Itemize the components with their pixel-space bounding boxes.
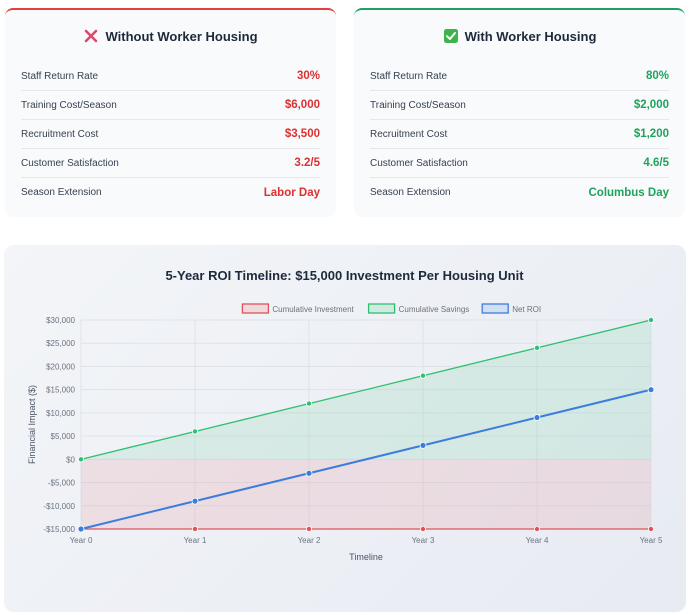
metric-label: Recruitment Cost <box>370 128 448 140</box>
y-tick-label: $5,000 <box>51 432 76 441</box>
data-point <box>191 497 199 505</box>
y-tick-label: $20,000 <box>46 362 75 371</box>
roi-chart-card <box>4 245 686 612</box>
data-point <box>648 316 655 323</box>
without-housing-card: Without Worker Housing Staff Return Rate… <box>5 8 336 217</box>
metric-label: Staff Return Rate <box>370 70 448 82</box>
metric-value: 4.6/5 <box>643 157 669 169</box>
legend-swatch <box>367 303 396 314</box>
x-tick-label: Year 4 <box>526 536 549 545</box>
y-tick-label: -$10,000 <box>43 502 75 511</box>
without-housing-title-text: Without Worker Housing <box>105 28 258 44</box>
data-point <box>419 372 426 379</box>
metric-label: Training Cost/Season <box>21 99 117 111</box>
metric-label: Customer Satisfaction <box>370 157 468 169</box>
metric-row: Season Extension Columbus Day <box>370 178 669 207</box>
metric-value: Columbus Day <box>588 186 669 199</box>
metric-label: Recruitment Cost <box>21 128 99 140</box>
data-point <box>191 428 198 435</box>
x-tick-label: Year 1 <box>184 536 207 545</box>
data-point <box>305 469 313 477</box>
metric-value: $2,000 <box>633 99 669 111</box>
metric-label: Staff Return Rate <box>21 70 99 82</box>
y-tick-label: $0 <box>66 455 75 464</box>
series-line <box>80 319 652 460</box>
x-tick-label: Year 0 <box>70 536 93 545</box>
metric-row: Customer Satisfaction 4.6/5 <box>370 149 669 178</box>
without-housing-title: Without Worker Housing <box>21 10 320 62</box>
x-tick-label: Year 3 <box>412 536 435 545</box>
chart-title: 5-Year ROI Timeline: $15,000 Investment … <box>165 268 524 283</box>
data-point <box>305 526 312 533</box>
legend-label: Net ROI <box>512 305 541 314</box>
legend-label: Cumulative Savings <box>399 305 470 314</box>
y-tick-label: $15,000 <box>46 386 75 395</box>
metric-label: Season Extension <box>21 187 102 198</box>
series-line <box>80 388 652 530</box>
data-point <box>534 344 541 351</box>
metric-label: Season Extension <box>370 187 451 198</box>
with-housing-title: With Worker Housing <box>370 10 669 62</box>
metric-value: $3,500 <box>284 128 320 140</box>
metric-label: Customer Satisfaction <box>21 157 119 169</box>
x-tick-label: Year 5 <box>640 536 663 545</box>
y-tick-label: -$15,000 <box>43 525 75 534</box>
x-tick-label: Year 2 <box>298 536 321 545</box>
metric-value: $6,000 <box>284 99 320 111</box>
data-point <box>648 526 655 533</box>
y-tick-label: -$5,000 <box>48 479 76 488</box>
data-point <box>533 414 541 421</box>
data-point <box>647 386 655 394</box>
data-point <box>419 526 426 533</box>
legend-swatch <box>241 303 270 314</box>
metric-row: Training Cost/Season $2,000 <box>370 91 669 120</box>
data-point <box>77 525 85 533</box>
data-point <box>191 526 198 533</box>
metric-value: Labor Day <box>263 186 320 199</box>
y-tick-label: $10,000 <box>46 409 75 418</box>
metric-value: 30% <box>296 70 320 82</box>
legend-label: Cumulative Investment <box>272 305 354 314</box>
x-mark-icon <box>83 28 99 44</box>
y-tick-label: $30,000 <box>46 316 75 325</box>
check-box-icon <box>443 28 459 44</box>
metric-value: $1,200 <box>633 128 669 140</box>
data-point <box>419 441 427 449</box>
metric-row: Season Extension Labor Day <box>21 178 320 207</box>
metric-row: Recruitment Cost $3,500 <box>21 120 320 149</box>
metric-row: Customer Satisfaction 3.2/5 <box>21 149 320 178</box>
metric-value: 80% <box>645 70 669 82</box>
metric-row: Staff Return Rate 30% <box>21 62 320 91</box>
metric-row: Recruitment Cost $1,200 <box>370 120 669 149</box>
y-axis-label: Financial Impact ($) <box>27 385 37 464</box>
metric-row: Training Cost/Season $6,000 <box>21 91 320 120</box>
data-point <box>78 456 85 463</box>
y-tick-label: $25,000 <box>46 339 75 348</box>
with-housing-title-text: With Worker Housing <box>464 28 597 44</box>
series-area-fill <box>81 459 651 529</box>
data-point <box>305 400 312 407</box>
metric-row: Staff Return Rate 80% <box>370 62 669 91</box>
metric-label: Training Cost/Season <box>370 99 466 111</box>
metric-value: 3.2/5 <box>294 157 320 169</box>
with-housing-card: With Worker Housing Staff Return Rate 80%… <box>354 8 685 217</box>
data-point <box>534 526 541 533</box>
x-axis-label: Timeline <box>349 552 383 562</box>
legend-swatch <box>481 303 509 314</box>
